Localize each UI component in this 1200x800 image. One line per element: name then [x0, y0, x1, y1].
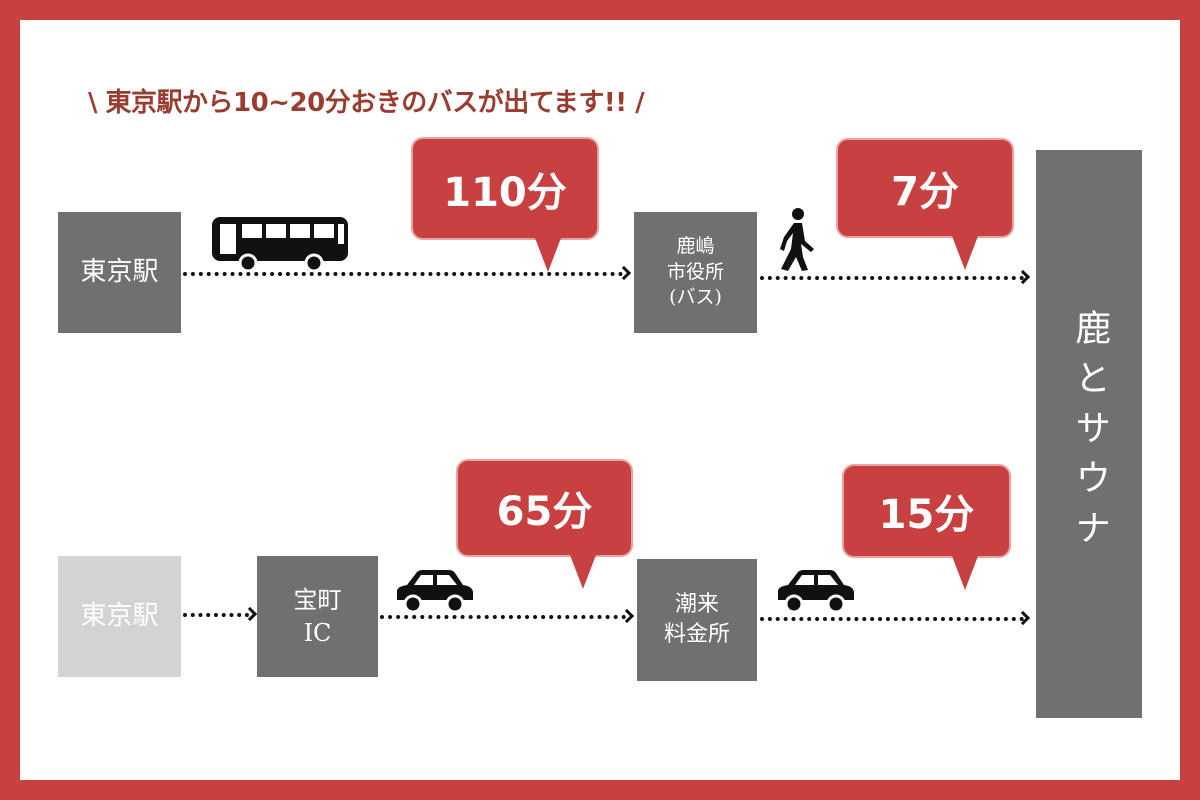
car-icon: [397, 570, 473, 614]
tollgate-label-line: 料金所: [663, 622, 730, 647]
time-bubble-bus: 110分: [411, 137, 599, 240]
time-bubble-drive-2: 15分: [842, 464, 1011, 558]
bus-time: 110分: [443, 169, 567, 216]
start-label: 東京駅: [80, 600, 159, 631]
tollgate-label-line: 潮来: [674, 592, 719, 618]
start-label: 東京駅: [80, 256, 159, 287]
route-line: [760, 617, 1024, 621]
ic-label-line: IC: [303, 618, 332, 647]
route-line: [183, 272, 623, 276]
tollgate-box-itako: 潮来 料金所: [637, 559, 757, 681]
bubble-tail: [952, 556, 978, 590]
canvas: [20, 20, 1180, 780]
time-bubble-walk: 7分: [836, 138, 1014, 238]
start-box-tokyo-station-faded: 東京駅: [58, 556, 181, 677]
stop-label-line: 鹿嶋: [676, 235, 715, 258]
headline: \ 東京駅から10~20分おきのバスが出てます!! /: [88, 88, 645, 118]
car-icon: [778, 570, 854, 614]
destination-label: 鹿とサウナ: [1069, 309, 1111, 559]
bus-icon: [212, 217, 348, 273]
destination-box: 鹿とサウナ: [1036, 150, 1142, 718]
stop-label-line: (バス): [669, 286, 722, 309]
bubble-tail: [535, 238, 561, 272]
start-box-tokyo-station: 東京駅: [58, 212, 181, 333]
stop-box-kashima-city-hall: 鹿嶋 市役所 (バス): [634, 212, 757, 333]
route-line: [760, 276, 1024, 280]
ic-label-line: 宝町: [293, 586, 342, 615]
route-line: [380, 615, 626, 619]
walk-time: 7分: [891, 169, 959, 215]
bubble-tail: [952, 236, 978, 270]
route-line: [183, 613, 249, 617]
drive-time-1: 65分: [496, 489, 593, 535]
time-bubble-drive-1: 65分: [456, 459, 633, 557]
stop-label-line: 市役所: [666, 260, 724, 283]
walking-person-icon: [780, 208, 814, 271]
drive-time-2: 15分: [878, 492, 975, 538]
bubble-tail: [570, 555, 596, 589]
interchange-box-takaracho-ic: 宝町 IC: [257, 556, 378, 677]
